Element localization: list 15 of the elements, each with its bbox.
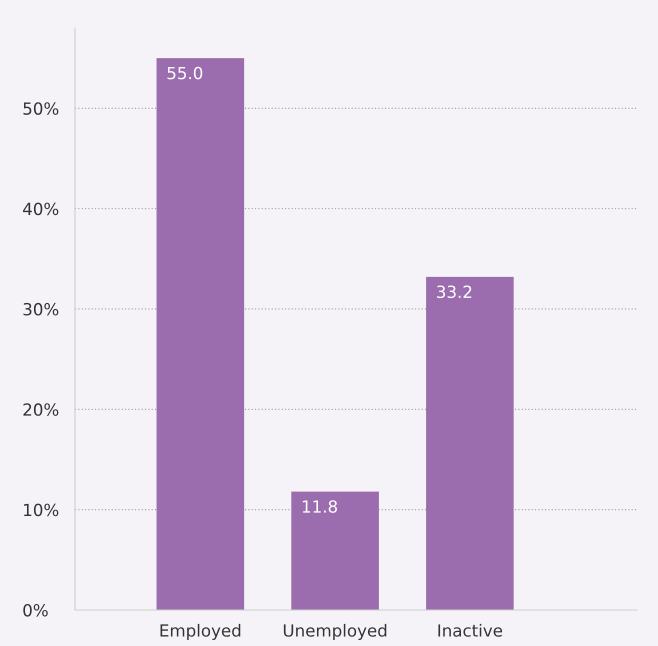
bar: [156, 58, 244, 610]
data-label: 11.8: [302, 500, 337, 513]
y-tick-label: 50%: [24, 102, 58, 115]
data-label: 55.0: [168, 66, 202, 80]
y-tick-label: 0%: [23, 604, 48, 617]
x-tick-label: Inactive: [438, 624, 502, 637]
bar: [291, 492, 379, 610]
x-tick-label: Employed: [160, 624, 240, 640]
y-tick-label: 20%: [23, 403, 58, 416]
y-tick-label: 10%: [24, 504, 58, 516]
data-label: 33.2: [437, 285, 472, 298]
y-tick-label: 40%: [23, 202, 58, 216]
bar: [426, 276, 514, 610]
y-tick-label: 30%: [23, 302, 58, 316]
x-tick-label: Unemployed: [284, 624, 386, 640]
